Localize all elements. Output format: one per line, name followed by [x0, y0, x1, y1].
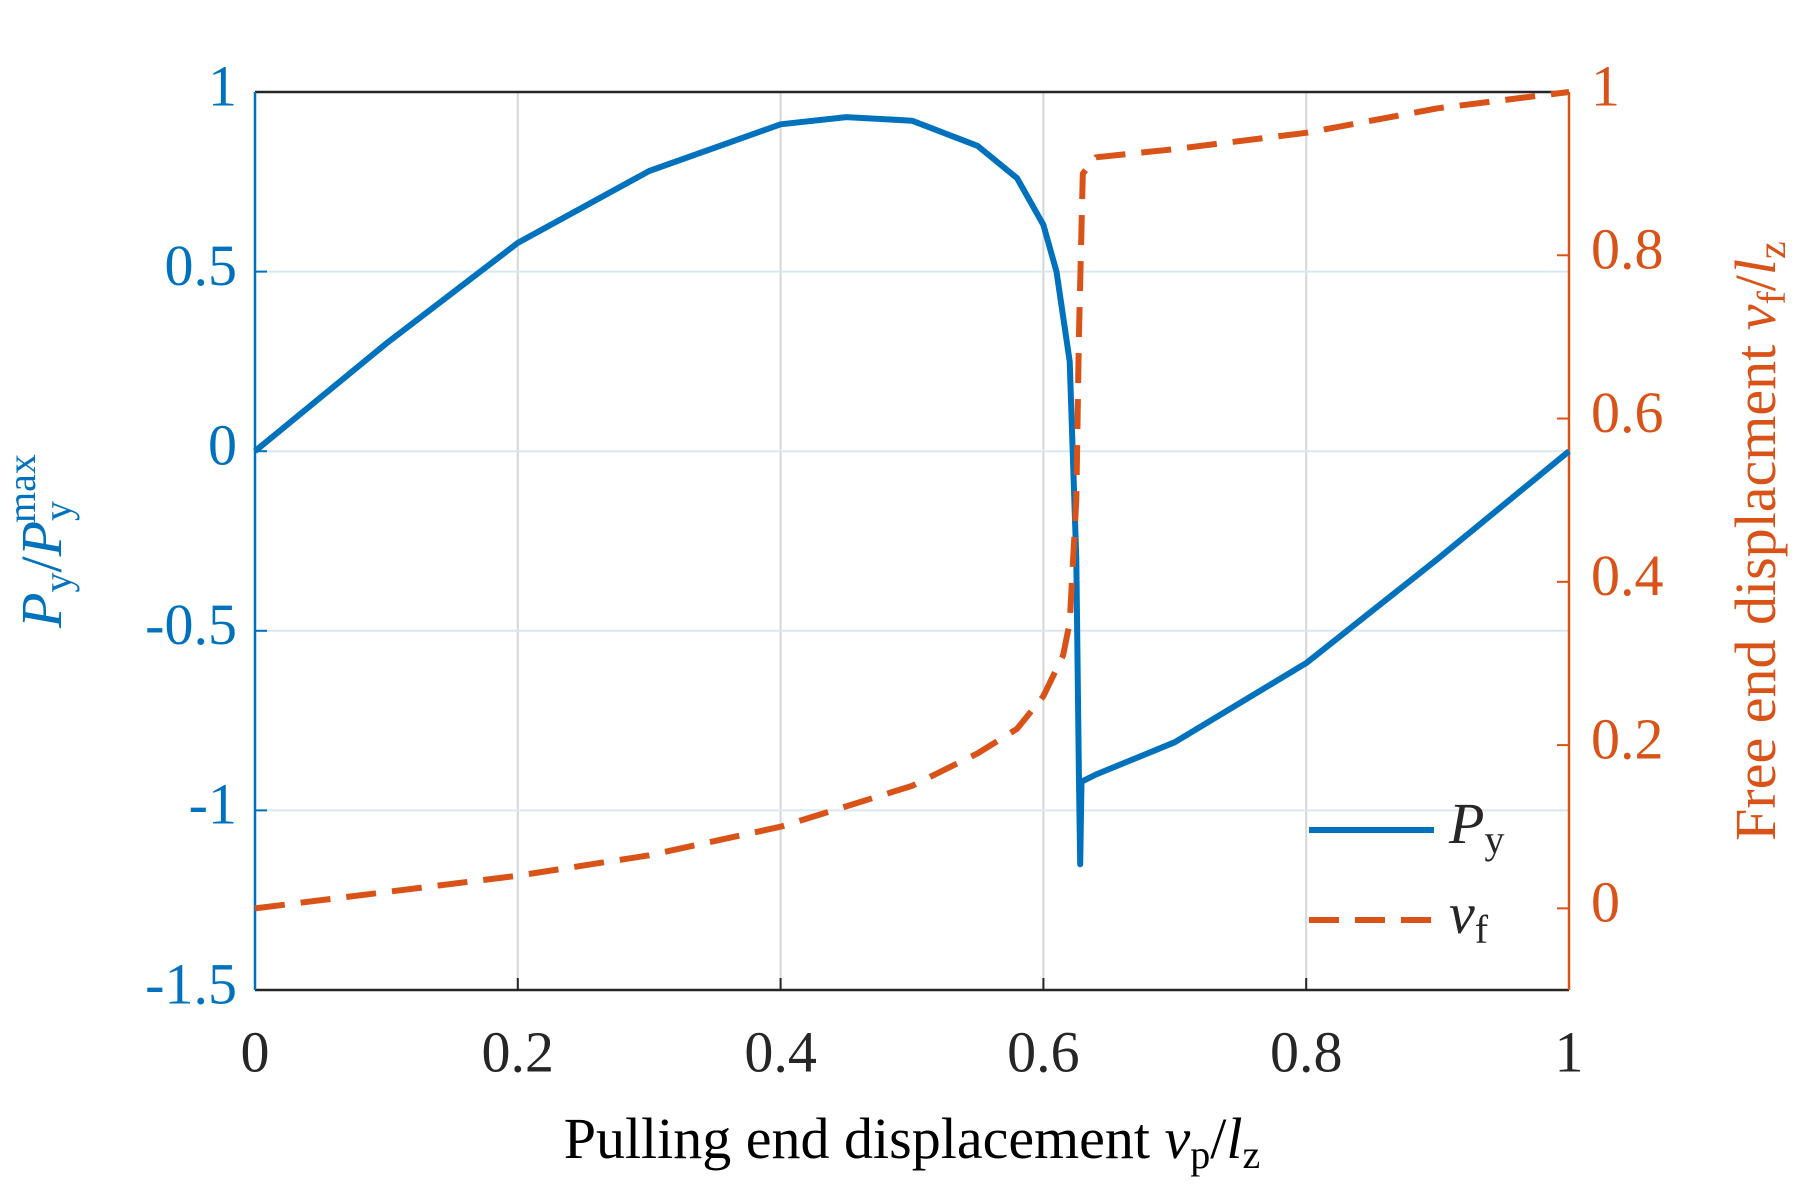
data-line	[253, 114, 1571, 868]
legend-var: P	[1448, 791, 1484, 856]
x-axis-label: Pulling end displacement vp/lz	[564, 1106, 1261, 1177]
y-tick-label: 0	[208, 413, 237, 478]
x-tick-label: 1	[1555, 1019, 1584, 1084]
x-tick-label: 0.2	[482, 1019, 555, 1084]
y2-tick-label: 0.6	[1591, 380, 1664, 445]
legend-sub: f	[1475, 907, 1489, 952]
label-text: /	[1723, 274, 1788, 291]
legend-label: vf	[1449, 881, 1489, 952]
x-tick-label: 0.8	[1270, 1019, 1343, 1084]
label-var: l	[1723, 259, 1788, 275]
label-var: l	[1226, 1106, 1242, 1171]
y2-tick-label: 1	[1591, 53, 1620, 118]
y-tick-label: -1	[189, 772, 237, 837]
y2-tick-label: 0.8	[1591, 217, 1664, 282]
label-sub: z	[1243, 1132, 1261, 1177]
x-tick-label: 0.6	[1007, 1019, 1080, 1084]
legend-sub: y	[1484, 817, 1504, 862]
y-tick-label: -0.5	[145, 592, 237, 657]
y2-tick-label: 0.2	[1591, 706, 1664, 771]
label-sub: f	[1749, 291, 1794, 305]
legend-var: v	[1449, 881, 1475, 946]
label-text: Pulling end displacement	[564, 1106, 1165, 1171]
label-sub: y	[35, 501, 80, 521]
data-line	[254, 89, 1570, 912]
legend-label: Py	[1448, 791, 1504, 862]
label-text: Free end displacment	[1723, 330, 1788, 841]
x-tick-label: 0.4	[744, 1019, 817, 1084]
y2-axis-label: Free end displacment vf/lz	[1723, 241, 1794, 841]
label-sub: y	[35, 573, 80, 593]
label-var: P	[9, 593, 74, 629]
label-sub: z	[1749, 241, 1794, 259]
y2-tick-label: 0	[1591, 870, 1620, 935]
y-tick-label: 0.5	[165, 233, 238, 298]
y-axis-label: Py/Pymax	[0, 454, 80, 629]
label-sup: max	[0, 454, 44, 523]
label-var: P	[9, 521, 74, 557]
y-tick-label: -1.5	[145, 951, 237, 1016]
label-text: /	[9, 556, 74, 573]
label-text: /	[1210, 1106, 1227, 1171]
label-var: v	[1723, 304, 1788, 330]
label-var: v	[1165, 1106, 1191, 1171]
y-tick-label: 1	[208, 53, 237, 118]
x-tick-label: 0	[241, 1019, 270, 1084]
y2-tick-label: 0.4	[1591, 543, 1664, 608]
label-sub: p	[1190, 1132, 1210, 1177]
